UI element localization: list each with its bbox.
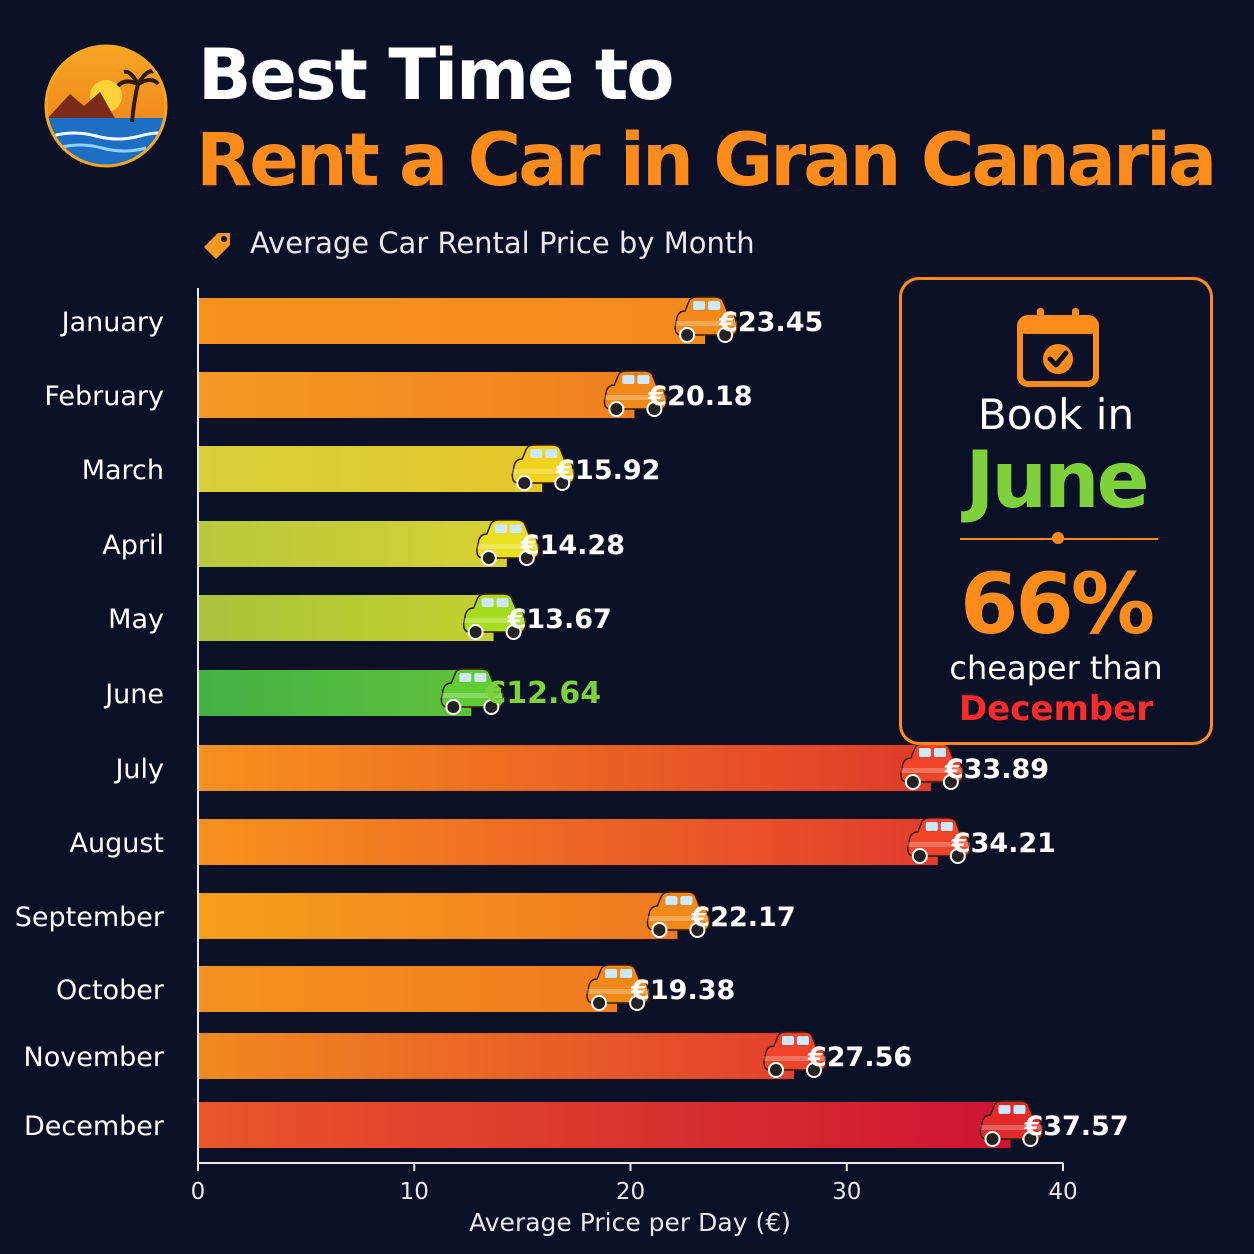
category-label: January	[60, 307, 164, 338]
car-icon	[462, 593, 527, 640]
bar-july	[198, 745, 931, 791]
category-label: September	[15, 902, 165, 933]
value-label: €37.57	[1023, 1111, 1128, 1142]
car-icon	[440, 668, 505, 715]
value-label: €19.38	[630, 975, 735, 1006]
x-tick-label: 40	[1048, 1179, 1077, 1205]
value-label: €23.45	[718, 307, 823, 338]
chart-subtitle: Average Car Rental Price by Month	[250, 226, 755, 260]
car-icon	[674, 296, 738, 343]
price-tag-icon	[204, 233, 230, 259]
category-label: June	[103, 679, 164, 710]
callout-compare-month: December	[958, 689, 1154, 729]
value-label: €13.67	[507, 604, 612, 635]
category-label: July	[113, 754, 164, 785]
bar-august	[198, 819, 938, 865]
value-label: €22.17	[690, 902, 795, 933]
bar-april	[198, 521, 507, 567]
category-label: November	[24, 1042, 165, 1073]
value-label: €34.21	[951, 828, 1056, 859]
calendar-check-icon	[1017, 308, 1099, 387]
category-label: April	[102, 530, 164, 561]
bar-september	[198, 893, 678, 939]
car-icon	[476, 519, 540, 566]
bar-january	[198, 298, 706, 344]
category-label: December	[24, 1111, 165, 1142]
bar-march	[198, 446, 543, 492]
bar-may	[198, 595, 494, 641]
category-label: February	[44, 381, 164, 412]
callout-box: Book in June 66% cheaper than December	[899, 277, 1213, 745]
chart-title-line1: Best Time to	[198, 34, 674, 116]
car-icon	[603, 370, 668, 417]
x-tick-label: 20	[616, 1179, 645, 1205]
car-icon	[763, 1031, 827, 1078]
x-axis-title: Average Price per Day (€)	[469, 1208, 791, 1237]
category-label: October	[56, 975, 165, 1006]
car-icon	[907, 817, 971, 864]
bar-june	[198, 670, 472, 716]
chart-title-line2: Rent a Car in Gran Canaria	[196, 118, 1217, 203]
callout-month: June	[965, 436, 1150, 526]
car-icon	[979, 1100, 1044, 1147]
value-label: €33.89	[944, 754, 1049, 785]
callout-line2: cheaper than	[949, 649, 1163, 687]
value-label: €27.56	[807, 1042, 912, 1073]
bar-december	[198, 1102, 1011, 1148]
category-label: March	[82, 455, 164, 486]
value-label: €12.64	[484, 676, 601, 711]
value-label: €20.18	[647, 381, 752, 412]
callout-divider-dot	[1052, 532, 1064, 544]
x-tick-label: 30	[832, 1179, 861, 1205]
callout-line1: Book in	[977, 390, 1135, 439]
value-label: €14.28	[520, 530, 625, 561]
bar-february	[198, 372, 635, 418]
x-tick-label: 0	[191, 1179, 206, 1205]
car-icon	[511, 444, 576, 491]
car-icon	[646, 891, 711, 938]
callout-percent: 66%	[959, 555, 1155, 653]
car-icon	[900, 743, 964, 790]
category-label: May	[108, 604, 164, 635]
bar-november	[198, 1033, 794, 1079]
beach-sunset-logo-icon	[44, 44, 168, 168]
x-tick-label: 10	[400, 1179, 429, 1205]
bar-october	[198, 966, 618, 1012]
car-icon	[586, 964, 650, 1011]
value-label: €15.92	[555, 455, 660, 486]
category-label: August	[70, 828, 165, 859]
